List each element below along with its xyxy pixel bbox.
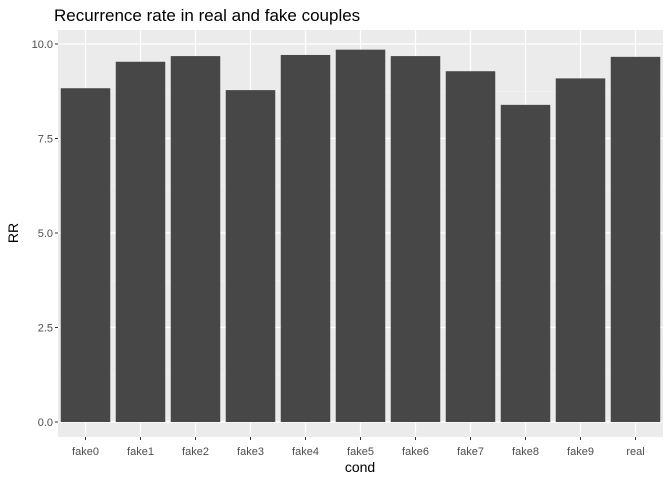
x-tick-label: real xyxy=(626,446,644,458)
chart-title: Recurrence rate in real and fake couples xyxy=(54,6,360,25)
x-tick-label: fake5 xyxy=(347,446,374,458)
y-tick-label: 2.5 xyxy=(38,323,53,335)
bar-series xyxy=(60,49,661,423)
x-tick-label: fake4 xyxy=(292,446,319,458)
x-tick-label: fake9 xyxy=(567,446,594,458)
y-tick-label: 5.0 xyxy=(38,228,53,240)
bar-fake3 xyxy=(225,90,276,422)
x-axis: fake0 fake1 fake2 fake3 fake4 fake5 fake6 fake7… xyxy=(72,437,645,458)
bar-fake2 xyxy=(170,56,221,422)
x-tick-label: fake6 xyxy=(402,446,429,458)
bar-fake8 xyxy=(500,104,551,422)
x-tick-label: fake7 xyxy=(457,446,484,458)
x-tick-label: fake8 xyxy=(512,446,539,458)
x-tick-label: fake1 xyxy=(127,446,154,458)
bar-fake1 xyxy=(115,61,166,423)
x-tick-label: fake2 xyxy=(182,446,209,458)
bar-fake0 xyxy=(60,88,111,422)
x-tick-label: fake0 xyxy=(72,446,99,458)
bar-real xyxy=(610,56,661,423)
y-axis: 0.0 2.5 5.0 7.5 10.0 xyxy=(32,39,58,429)
bar-fake4 xyxy=(280,54,331,422)
y-tick-label: 7.5 xyxy=(38,134,53,146)
bar-fake9 xyxy=(555,78,606,422)
bar-fake5 xyxy=(335,49,386,423)
y-tick-label: 10.0 xyxy=(32,39,53,51)
y-tick-label: 0.0 xyxy=(38,417,53,429)
x-tick-label: fake3 xyxy=(237,446,264,458)
y-axis-title: RR xyxy=(5,223,21,243)
bar-fake7 xyxy=(445,71,496,422)
bar-fake6 xyxy=(390,56,441,422)
x-axis-title: cond xyxy=(345,459,375,475)
